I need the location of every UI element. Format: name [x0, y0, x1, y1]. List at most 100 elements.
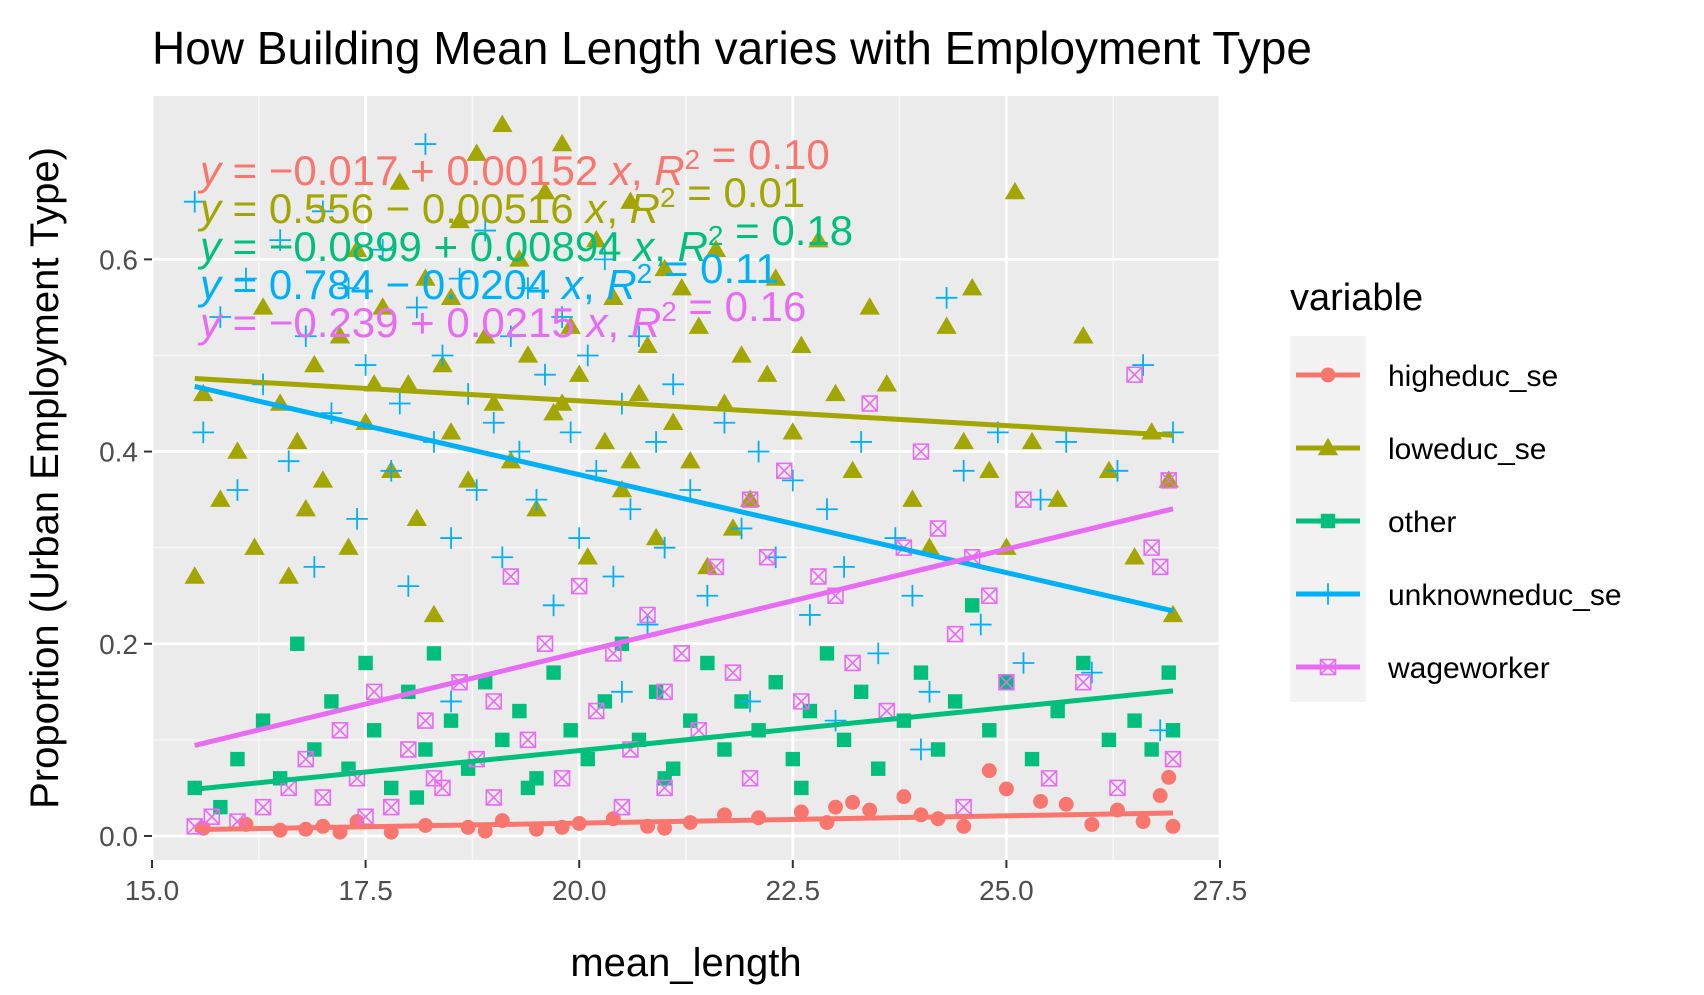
data-point	[227, 441, 248, 459]
data-point	[1076, 655, 1091, 671]
legend-marker-loweduc_se	[1317, 437, 1339, 456]
data-point	[269, 229, 291, 251]
data-point	[414, 133, 437, 155]
legend-label-unknowneduc_se: unknowneduc_se	[1388, 579, 1622, 612]
data-point	[654, 258, 675, 277]
data-point	[981, 763, 997, 779]
data-point	[730, 517, 753, 540]
data-point	[705, 239, 727, 257]
data-point	[793, 693, 810, 710]
data-point	[867, 642, 890, 665]
data-point	[553, 770, 571, 787]
data-point	[440, 422, 462, 440]
data-point	[551, 306, 573, 328]
data-point	[329, 326, 351, 344]
data-point	[969, 613, 992, 636]
data-point	[517, 345, 539, 363]
data-point	[1164, 750, 1182, 768]
data-point	[594, 248, 616, 271]
data-point	[569, 364, 590, 382]
data-point	[628, 383, 650, 402]
data-point	[443, 713, 459, 728]
data-point	[230, 751, 245, 767]
data-point	[440, 527, 462, 549]
data-point	[466, 143, 487, 161]
data-point	[756, 364, 778, 382]
data-point	[366, 723, 382, 738]
data-point	[1127, 713, 1142, 728]
equation-other: y = −0.0899 + 0.00894 x, R2 = 0.18	[197, 207, 853, 270]
series-wageworker	[186, 366, 1182, 835]
data-point	[952, 459, 975, 482]
y-tick-label: 0.2	[99, 629, 138, 660]
data-point	[210, 489, 231, 507]
data-point	[203, 808, 221, 825]
data-point	[415, 268, 436, 286]
data-point	[431, 344, 454, 367]
data-point	[525, 488, 548, 511]
data-point	[859, 297, 880, 315]
data-point	[768, 675, 783, 690]
data-point	[603, 287, 624, 306]
data-point	[358, 655, 373, 671]
legend-marker-unknowneduc_se	[1317, 583, 1339, 605]
data-point	[648, 684, 664, 700]
data-point	[636, 613, 659, 636]
data-point	[324, 694, 339, 709]
data-point	[389, 172, 410, 190]
data-points	[183, 114, 1184, 840]
data-point	[542, 594, 565, 617]
data-point	[417, 712, 434, 729]
data-point	[673, 645, 690, 662]
y-tick-label: 0.6	[99, 244, 138, 275]
equation-unknowneduc_se: y = 0.784 − 0.0204 x, R2 = 0.11	[197, 245, 779, 308]
data-point	[653, 536, 676, 559]
x-tick-label: 22.5	[766, 875, 821, 906]
data-point	[1158, 470, 1179, 488]
data-point	[193, 383, 214, 402]
data-point	[426, 646, 442, 661]
data-point	[739, 489, 761, 507]
data-point	[962, 278, 983, 296]
axis-ticks: 15.0 17.5 20.0 22.5 25.0 27.5 0.0 0.2 0.4 0.6	[99, 244, 1247, 906]
data-point	[639, 606, 656, 624]
data-point	[799, 604, 821, 626]
data-point	[297, 750, 315, 768]
data-point	[517, 277, 539, 300]
data-point	[628, 325, 650, 348]
data-point	[910, 738, 932, 761]
data-point	[576, 344, 599, 367]
data-point	[457, 470, 479, 488]
data-point	[294, 325, 317, 348]
data-point	[440, 287, 462, 306]
data-point	[1012, 652, 1035, 674]
data-point	[765, 268, 786, 286]
data-point	[346, 508, 368, 530]
data-point	[707, 558, 725, 576]
data-point	[346, 239, 368, 257]
legend-label-other: other	[1388, 506, 1456, 539]
legend-marker-wageworker	[1319, 658, 1337, 676]
data-point	[277, 450, 300, 472]
data-point	[314, 789, 332, 806]
data-point	[559, 421, 582, 444]
data-point	[543, 402, 564, 421]
data-point	[810, 568, 827, 585]
data-point	[657, 771, 672, 786]
data-point	[534, 181, 556, 200]
data-point	[448, 267, 471, 290]
data-point	[502, 568, 520, 585]
fit-line-higheduc_se	[194, 810, 1174, 833]
data-point	[568, 527, 590, 549]
data-point	[929, 520, 947, 537]
data-point	[425, 770, 443, 787]
data-point	[449, 210, 470, 229]
regression-equations: y = −0.017 + 0.00152 x, R2 = 0.10y = 0.5…	[197, 131, 853, 346]
data-point	[418, 742, 433, 757]
data-point	[1029, 488, 1052, 511]
data-point	[1015, 491, 1032, 508]
data-point	[953, 431, 974, 450]
data-point	[696, 584, 719, 607]
data-point	[1040, 770, 1058, 787]
